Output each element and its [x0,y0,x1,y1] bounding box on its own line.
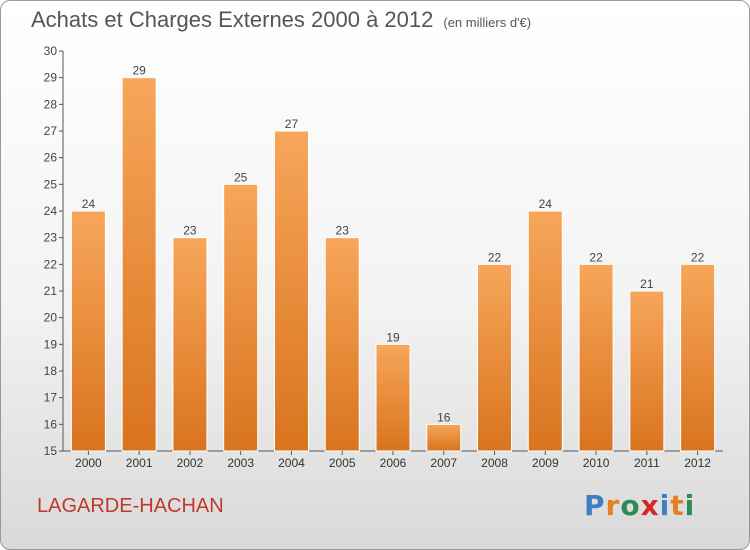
bar-value-label: 16 [437,410,451,424]
y-tick-label: 20 [44,311,58,325]
logo-letter: r [605,489,621,522]
bar [375,343,411,452]
y-tick-label: 28 [44,97,58,111]
x-tick-label: 2003 [227,456,254,470]
bar-value-label: 23 [336,224,350,238]
y-tick-label: 18 [44,364,58,378]
x-tick-label: 2001 [126,456,153,470]
bar [70,210,106,452]
bar-value-label: 29 [132,64,146,78]
bar [477,263,513,452]
logo-letter: i [684,489,696,522]
logo-letter: i [659,489,671,522]
bar [527,210,563,452]
x-tick-label: 2009 [532,456,559,470]
x-tick-label: 2006 [380,456,407,470]
y-tick-label: 24 [44,204,58,218]
y-tick-label: 22 [44,257,58,271]
bar-value-label: 24 [539,197,553,211]
bar-value-label: 24 [82,197,96,211]
title-text: Achats et Charges Externes 2000 à 2012 [31,7,434,32]
bar [121,77,157,452]
bar-value-label: 22 [488,250,502,264]
y-tick-label: 16 [44,417,58,431]
logo-letter: t [670,489,685,522]
commune-name: LAGARDE-HACHAN [37,495,224,517]
bar [273,130,309,452]
bar [629,290,665,452]
bar [172,237,208,452]
y-tick-label: 19 [44,337,58,351]
y-tick-label: 26 [44,151,58,165]
bar-value-label: 23 [183,224,197,238]
bar [426,423,462,452]
y-tick-label: 25 [44,177,58,191]
y-tick-label: 27 [44,124,58,138]
x-tick-label: 2008 [481,456,508,470]
x-tick-label: 2010 [583,456,610,470]
bar [680,263,716,452]
title-unit: (en milliers d'€) [443,15,532,30]
x-tick-label: 2012 [684,456,711,470]
proxiti-logo: Proxiti [584,489,695,522]
y-tick-label: 29 [44,71,58,85]
bar-value-label: 22 [691,250,705,264]
y-tick-label: 30 [44,44,58,58]
x-tick-label: 2000 [75,456,102,470]
x-tick-label: 2011 [634,456,660,470]
bar [578,263,614,452]
x-tick-label: 2004 [278,456,305,470]
y-tick-label: 23 [44,231,58,245]
x-tick-label: 2005 [329,456,356,470]
logo-letter: x [640,489,660,522]
logo-letter: o [620,489,641,522]
bar-value-label: 19 [386,330,400,344]
y-tick-label: 17 [44,391,58,405]
y-tick-label: 15 [44,444,58,458]
logo-letter: P [584,489,606,522]
y-tick-label: 21 [44,284,58,298]
bar-value-label: 27 [285,117,299,131]
chart-title: Achats et Charges Externes 2000 à 2012 (e… [31,7,531,33]
bar-value-label: 25 [234,170,248,184]
bar-value-label: 22 [589,250,603,264]
x-tick-label: 2007 [430,456,457,470]
bar-value-label: 21 [640,277,654,291]
bar [324,237,360,452]
x-tick-label: 2002 [177,456,204,470]
bar [223,183,259,452]
